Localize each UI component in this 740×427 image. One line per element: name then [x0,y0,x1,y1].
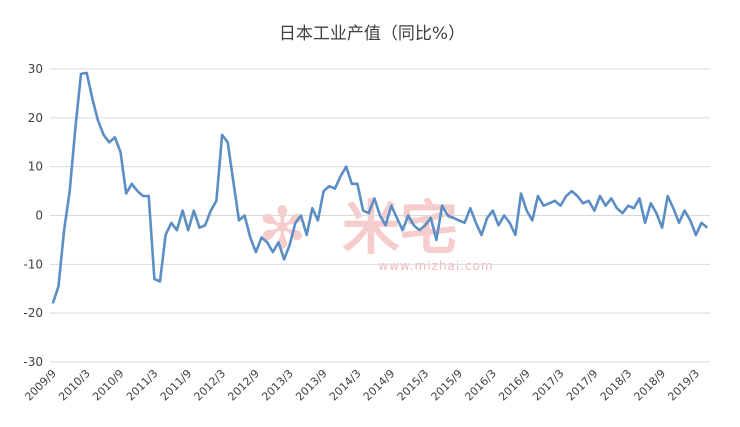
watermark-logo-text: 米宅 [342,194,458,262]
y-axis-ticks: 30 20 10 0 -10 -20 -30 [23,62,43,369]
y-tick-label: 10 [28,160,43,174]
y-tick-label: 20 [28,111,43,125]
y-tick-label: -30 [23,355,43,369]
x-tick-label: 2016/9 [496,367,533,404]
x-tick-label: 2016/3 [462,367,499,404]
y-tick-label: -10 [23,257,43,271]
x-tick-label: 2010/3 [56,367,93,404]
watermark-url: www.mizhai.com [378,259,493,273]
x-tick-label: 2015/3 [395,367,432,404]
y-tick-label: 0 [35,209,43,223]
x-tick-label: 2010/9 [90,367,127,404]
y-tick-label: 30 [28,62,43,76]
x-tick-label: 2009/9 [22,367,59,404]
x-tick-label: 2019/3 [665,367,702,404]
chart-title: 日本工业产值（同比%） [279,24,465,44]
x-tick-label: 2012/3 [192,367,229,404]
x-tick-label: 2018/3 [598,367,635,404]
x-tick-label: 2013/9 [293,367,330,404]
x-axis-ticks: 2009/92010/32010/92011/32011/92012/32012… [22,367,702,404]
x-tick-label: 2018/9 [632,367,669,404]
x-tick-label: 2014/9 [361,367,398,404]
x-tick-label: 2011/9 [158,367,195,404]
x-tick-label: 2015/9 [429,367,466,404]
x-tick-label: 2014/3 [327,367,364,404]
x-tick-label: 2013/3 [259,367,296,404]
x-tick-label: 2017/9 [564,367,601,404]
y-tick-label: -20 [23,306,43,320]
x-tick-label: 2011/3 [124,367,161,404]
series-group [51,71,709,304]
series-line [51,71,709,304]
x-tick-label: 2017/3 [530,367,567,404]
x-tick-label: 2012/9 [225,367,262,404]
